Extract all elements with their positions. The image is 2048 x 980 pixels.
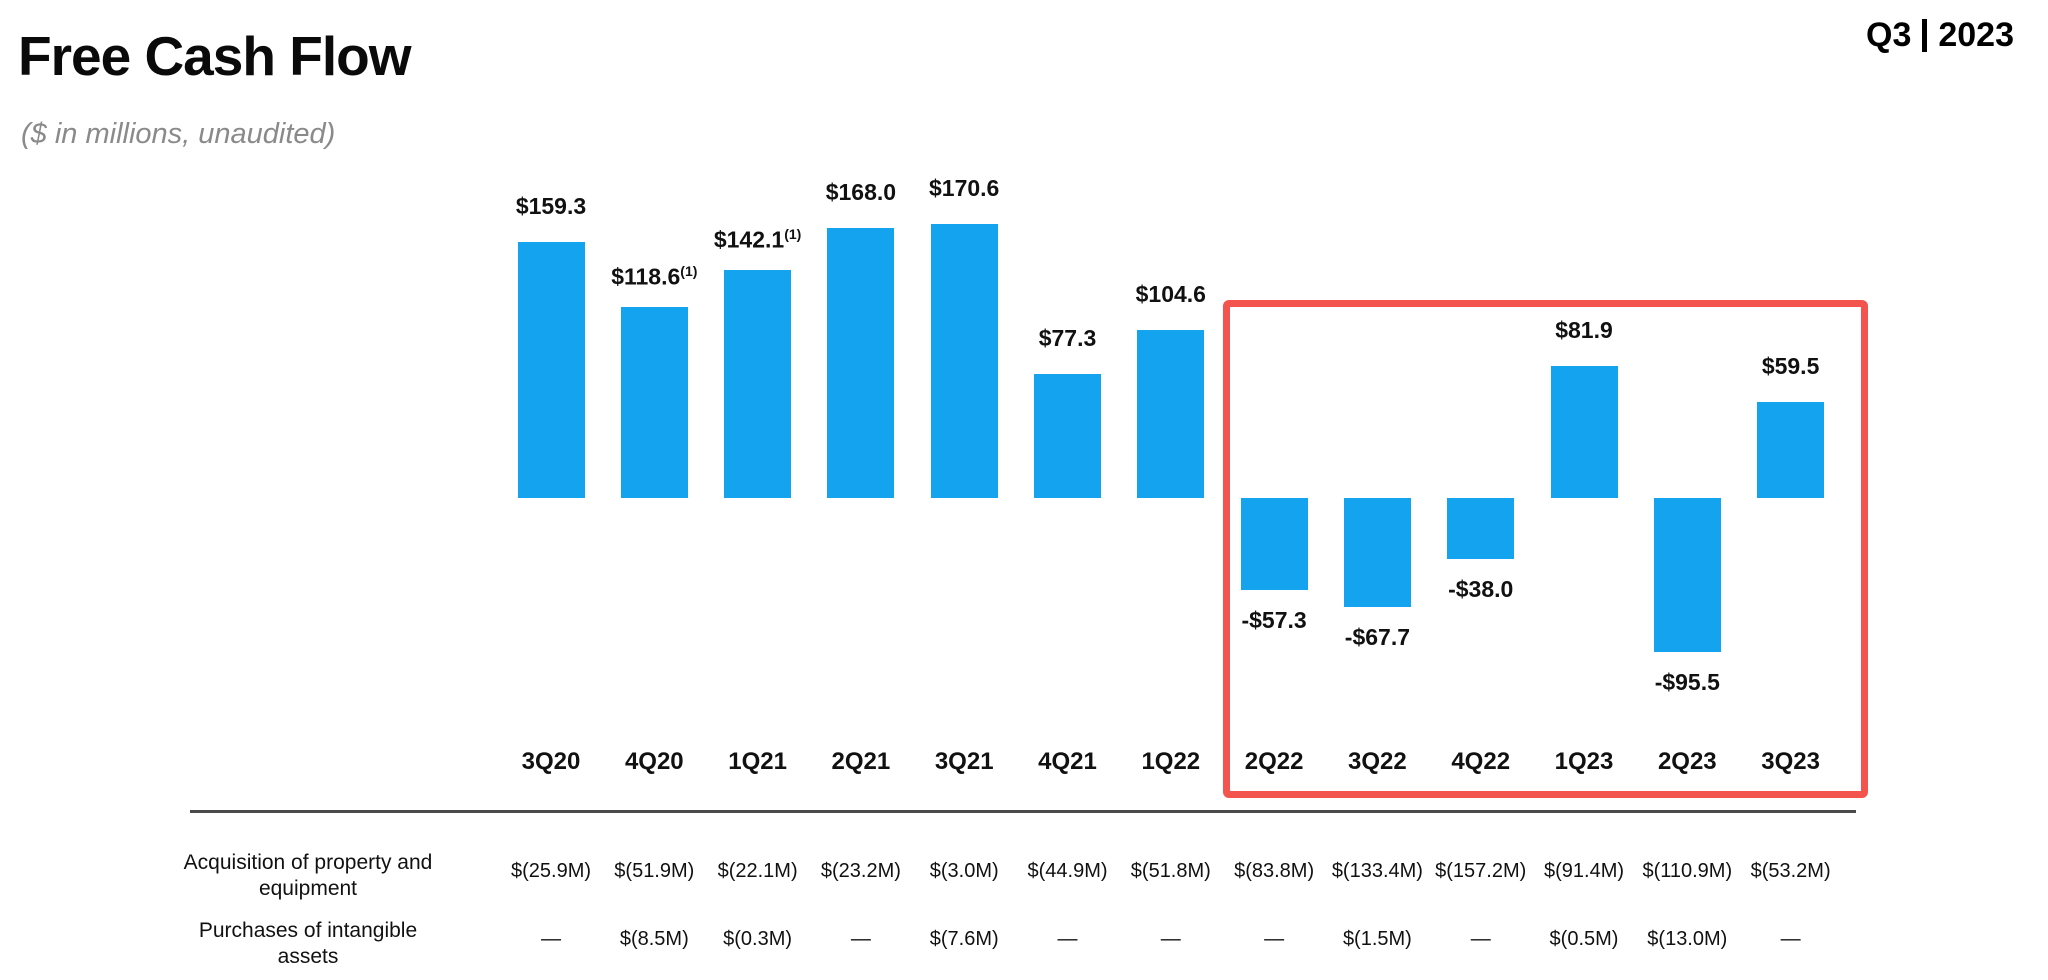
x-axis-label: 4Q22 <box>1451 748 1511 775</box>
table-cell: — <box>1470 928 1491 950</box>
page-subtitle: ($ in millions, unaudited) <box>21 118 336 150</box>
highlight-rect <box>1223 300 1868 798</box>
period-year: 2023 <box>1938 16 2014 54</box>
x-axis-label: 2Q21 <box>831 748 891 775</box>
footnote-marker: (1) <box>784 225 802 242</box>
bar-value-label: $159.3 <box>515 192 587 219</box>
table-cell: $(23.2M) <box>820 860 901 882</box>
bar-1Q21 <box>724 269 792 498</box>
bar-3Q20 <box>517 241 585 498</box>
bar-value-label: $59.5 <box>1761 353 1820 380</box>
period-quarter: Q3 <box>1866 16 1912 54</box>
x-axis-label: 1Q21 <box>728 748 787 775</box>
x-axis-label: 3Q23 <box>1761 748 1820 775</box>
bar-value-label: $170.6 <box>929 174 1000 201</box>
bar-1Q22 <box>1137 329 1205 498</box>
bar-value-label: -$95.5 <box>1654 668 1720 695</box>
table-cell: — <box>1780 928 1801 950</box>
page-title: Free Cash Flow <box>18 25 411 87</box>
x-axis-label: 4Q20 <box>624 748 684 775</box>
bar-4Q22 <box>1447 498 1515 560</box>
bar-value-label: $81.9 <box>1555 317 1613 344</box>
table-cell: $(83.8M) <box>1234 860 1315 882</box>
x-axis-label: 1Q23 <box>1554 748 1614 775</box>
bar-2Q23 <box>1653 498 1721 652</box>
table-cell: $(157.2M) <box>1435 860 1527 882</box>
table-row-label: Acquisition of property and equipment <box>183 851 433 900</box>
table-cell: $(8.5M) <box>619 928 689 950</box>
bar-value-label: $142.1(1) <box>713 225 802 253</box>
x-axis-label: 4Q21 <box>1038 748 1097 775</box>
table-cell: — <box>541 928 561 950</box>
table-cell: $(51.8M) <box>1130 860 1211 882</box>
table-cell: $(0.5M) <box>1549 928 1619 950</box>
table-cell: $(133.4M) <box>1331 860 1423 882</box>
x-axis-label: 2Q22 <box>1244 748 1304 775</box>
bar-value-label: -$67.7 <box>1344 623 1410 650</box>
bar-value-label: -$57.3 <box>1241 607 1307 634</box>
period-divider <box>1922 19 1928 52</box>
footnote-marker: (1) <box>680 263 698 280</box>
table-cell: $(25.9M) <box>510 860 592 882</box>
table-cell: — <box>1057 928 1078 950</box>
table-cell: $(22.1M) <box>717 860 798 882</box>
bar-3Q21 <box>930 223 998 498</box>
table-cell: — <box>850 928 871 950</box>
x-axis-label: 3Q22 <box>1348 748 1407 775</box>
table-cell: $(53.2M) <box>1750 860 1831 882</box>
period-badge: Q3 2023 <box>1866 16 2014 55</box>
table-row-label: Purchases of intangible assets <box>198 919 418 968</box>
x-axis-label: 2Q23 <box>1657 748 1717 775</box>
x-axis-label: 1Q22 <box>1141 748 1201 775</box>
bar-3Q23 <box>1757 402 1825 498</box>
table-cell: $(91.4M) <box>1543 860 1625 882</box>
x-axis-label: 3Q20 <box>521 748 581 775</box>
table-cell: $(7.6M) <box>929 928 999 950</box>
bar-3Q22 <box>1343 498 1411 607</box>
bar-value-label: -$38.0 <box>1448 576 1514 603</box>
table-cell: — <box>1264 928 1285 950</box>
bar-value-label: $104.6 <box>1135 280 1206 307</box>
bar-4Q21 <box>1034 373 1101 498</box>
table-cell: $(1.5M) <box>1342 928 1412 950</box>
bar-value-label: $168.0 <box>825 178 897 205</box>
table-cell: $(3.0M) <box>929 860 999 882</box>
table-cell: $(51.9M) <box>614 860 695 882</box>
bar-2Q22 <box>1240 498 1308 591</box>
x-axis-label: 3Q21 <box>934 748 994 775</box>
bar-2Q21 <box>827 227 895 498</box>
table-cell: $(44.9M) <box>1027 860 1108 882</box>
table-cell: $(0.3M) <box>723 928 793 950</box>
bar-4Q20 <box>620 307 688 498</box>
table-cell: — <box>1160 928 1181 950</box>
bar-1Q23 <box>1550 366 1618 498</box>
table-cell: $(110.9M) <box>1642 860 1733 882</box>
table-divider <box>190 810 1856 813</box>
bar-value-label: $77.3 <box>1038 324 1097 351</box>
table-cell: $(13.0M) <box>1647 928 1728 950</box>
bar-value-label: $118.6(1) <box>611 263 698 290</box>
